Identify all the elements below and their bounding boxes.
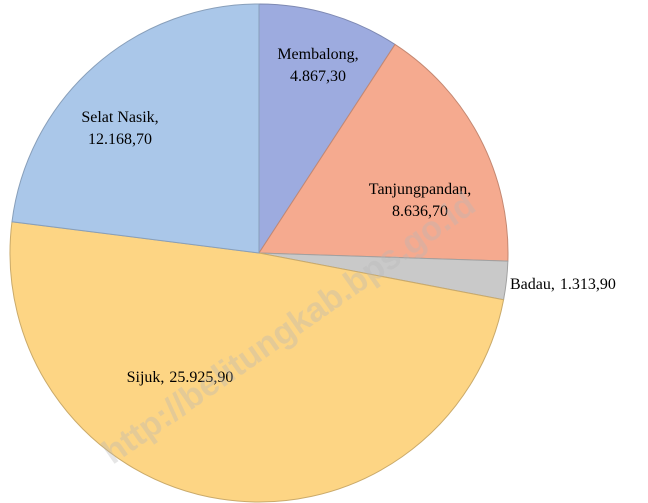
label-separator: , [467, 181, 471, 198]
label-separator: , [355, 46, 359, 63]
label-value: 12.168,70 [88, 131, 152, 148]
pie-slice [258, 43, 509, 262]
data-label: Membalong, 4.867,30 [277, 46, 358, 85]
label-separator: , [551, 276, 555, 293]
label-separator: , [155, 109, 159, 126]
data-labels: Membalong, 4.867,30 Tanjungpandan, 8.636,70… [81, 46, 616, 386]
label-category: Badau [510, 276, 551, 293]
label-category: Membalong [277, 46, 354, 63]
label-category: Tanjungpandan [369, 181, 467, 198]
label-value: 4.867,30 [290, 68, 346, 85]
pie-slice [11, 3, 260, 254]
pie-slice [258, 3, 396, 255]
pie-slice [9, 221, 505, 503]
label-value: 25.925,90 [169, 369, 233, 386]
pie [9, 3, 509, 503]
label-category: Sijuk [127, 369, 161, 386]
data-label: Badau, 1.313,90 [510, 276, 616, 293]
data-label: Selat Nasik, 12.168,70 [81, 109, 158, 148]
data-label: Tanjungpandan, 8.636,70 [369, 181, 471, 220]
label-category: Selat Nasik [81, 109, 154, 126]
label-separator: , [160, 369, 164, 386]
label-value: 8.636,70 [392, 203, 448, 220]
label-value: 1.313,90 [560, 276, 616, 293]
data-label: Sijuk, 25.925,90 [127, 369, 234, 386]
